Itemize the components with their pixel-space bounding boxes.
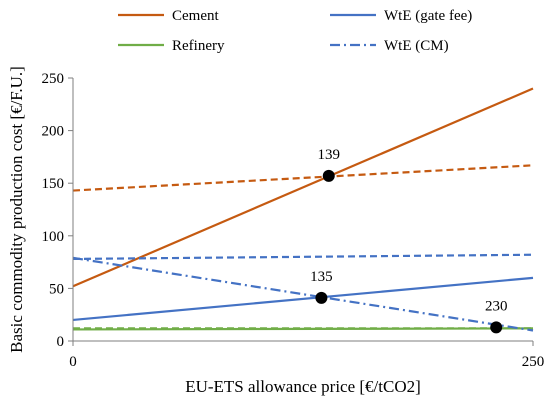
legend-label: WtE (gate fee) — [384, 8, 472, 24]
legend-label: WtE (CM) — [384, 38, 449, 54]
breakeven-label: 139 — [318, 147, 341, 163]
y-tick-label: 0 — [57, 334, 65, 350]
series-line-cement — [72, 87, 534, 288]
series-layer — [72, 87, 534, 332]
marker-layer: 139 135 230 — [310, 147, 508, 334]
x-axis-title: EU-ETS allowance price [€/tCO2] — [185, 377, 421, 396]
legend: Cement Refinery WtE (gate fee) WtE (CM) — [118, 8, 472, 54]
y-tick-label: 100 — [42, 229, 65, 245]
series-line-wte-gate-fee — [72, 276, 534, 322]
series-line-wte-cm — [72, 256, 534, 332]
y-tick-label: 250 — [42, 71, 65, 87]
y-tick-label: 50 — [49, 281, 64, 297]
y-tick-label: 150 — [42, 176, 65, 192]
axes-layer: 0 50 100 150 200 250 0 250 EU-ETS allowance pric… — [7, 66, 544, 396]
legend-label: Cement — [172, 8, 219, 24]
breakeven-marker — [315, 291, 328, 304]
x-tick-label: 250 — [522, 354, 545, 370]
breakeven-marker — [322, 169, 335, 182]
y-axis-title: Basic commodity production cost [€/F.U.] — [7, 66, 26, 353]
legend-label: Refinery — [172, 38, 225, 54]
breakeven-label: 135 — [310, 269, 333, 285]
y-tick-label: 200 — [42, 124, 65, 140]
breakeven-marker — [490, 321, 503, 334]
breakeven-label: 230 — [485, 298, 508, 314]
series-line-refinery — [72, 327, 534, 331]
x-tick-label: 0 — [69, 354, 77, 370]
